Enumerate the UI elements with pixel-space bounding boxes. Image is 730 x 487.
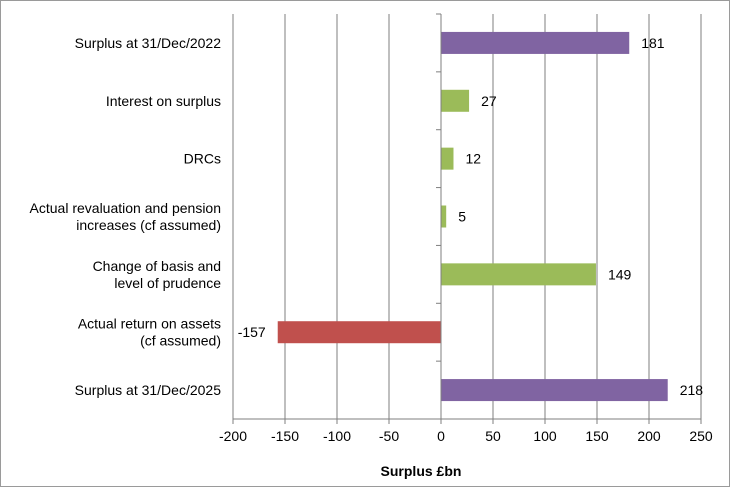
x-tick-label: 100 bbox=[533, 428, 557, 444]
data-label: 181 bbox=[641, 35, 665, 51]
x-axis-title: Surplus £bn bbox=[381, 463, 462, 479]
labels: -200 -150 -100 -50 0 50 100 150 200 250 181 Surplus… bbox=[30, 35, 713, 444]
data-label: 149 bbox=[608, 266, 632, 282]
bar bbox=[277, 321, 441, 344]
y-category-label: Change of basis and level of prudence bbox=[93, 258, 222, 291]
x-tick-label: -150 bbox=[271, 428, 299, 444]
y-category-label-line: Actual revaluation and pension bbox=[30, 200, 221, 216]
bar bbox=[441, 89, 470, 112]
y-category-label: Surplus at 31/Dec/2025 bbox=[75, 382, 222, 398]
y-category-label-line: DRCs bbox=[184, 151, 221, 167]
y-category-label-line: Surplus at 31/Dec/2025 bbox=[75, 382, 222, 398]
bars bbox=[277, 31, 668, 402]
x-tick-label: 50 bbox=[485, 428, 501, 444]
x-tick-label: -200 bbox=[219, 428, 247, 444]
bar bbox=[441, 205, 447, 228]
gridlines bbox=[232, 14, 702, 419]
y-category-label-line: increases (cf assumed) bbox=[76, 217, 221, 233]
y-category-label: DRCs bbox=[184, 151, 221, 167]
bar bbox=[441, 31, 630, 54]
y-category-label: Interest on surplus bbox=[106, 93, 221, 109]
y-category-label-line: level of prudence bbox=[114, 275, 221, 291]
x-tick-label: 150 bbox=[585, 428, 609, 444]
bar bbox=[441, 147, 454, 170]
bar bbox=[441, 263, 596, 286]
x-tick-label: -100 bbox=[323, 428, 351, 444]
x-tick-label: -50 bbox=[379, 428, 399, 444]
bar bbox=[441, 379, 668, 402]
x-tick-label: 200 bbox=[637, 428, 661, 444]
data-label: 12 bbox=[465, 151, 481, 167]
y-category-label-line: Change of basis and bbox=[93, 258, 221, 274]
x-tick-label: 250 bbox=[689, 428, 713, 444]
data-label: 218 bbox=[680, 382, 704, 398]
y-category-label: Actual revaluation and pension increases … bbox=[30, 200, 221, 233]
y-category-label: Actual return on assets (cf assumed) bbox=[78, 316, 221, 349]
axes bbox=[232, 13, 702, 424]
data-label: -157 bbox=[238, 324, 266, 340]
y-category-label-line: Surplus at 31/Dec/2022 bbox=[75, 35, 222, 51]
x-tick-label: 0 bbox=[437, 428, 445, 444]
y-category-label: Surplus at 31/Dec/2022 bbox=[75, 35, 222, 51]
y-category-label-line: (cf assumed) bbox=[140, 333, 221, 349]
data-label: 27 bbox=[481, 93, 497, 109]
data-label: 5 bbox=[458, 209, 466, 225]
y-category-label-line: Actual return on assets bbox=[78, 316, 221, 332]
y-category-label-line: Interest on surplus bbox=[106, 93, 221, 109]
